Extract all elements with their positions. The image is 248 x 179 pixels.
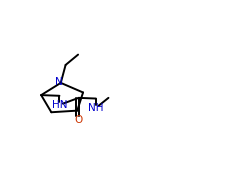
Text: O: O — [75, 115, 83, 125]
Text: N: N — [55, 78, 62, 88]
Text: HN: HN — [52, 100, 67, 110]
Text: NH: NH — [88, 103, 104, 113]
